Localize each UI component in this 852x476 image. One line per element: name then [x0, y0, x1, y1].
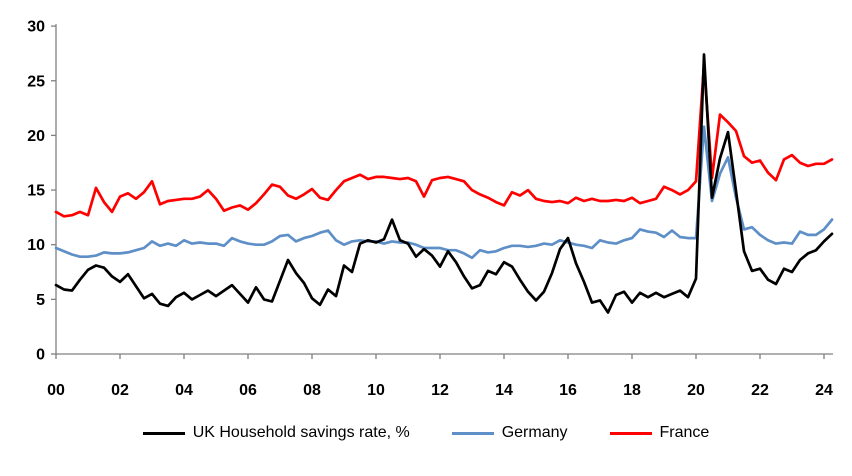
- x-tick-label: 22: [751, 382, 769, 399]
- line-uk-household-savings-rate: [54, 53, 834, 314]
- x-tick-label: 14: [495, 382, 513, 399]
- x-tick-label: 00: [47, 382, 65, 399]
- y-tick-label: 0: [36, 347, 45, 364]
- line-germany: [54, 125, 834, 260]
- y-tick-label: 25: [27, 73, 45, 90]
- legend-item-germany: Germany: [451, 424, 568, 442]
- x-tick-label: 02: [111, 382, 129, 399]
- uk-legend-label: UK Household savings rate, %: [192, 424, 410, 441]
- savings-rate-line-chart: 0 5 10 15 20 25 30 00 02 04 06 08 10 12 14 16 18 20 22 24: [27, 19, 834, 399]
- x-tick-label: 18: [623, 382, 641, 399]
- x-tick-label: 04: [175, 382, 193, 399]
- x-tick-label: 16: [559, 382, 577, 399]
- x-tick-label: 10: [367, 382, 385, 399]
- x-tick-label: 06: [239, 382, 257, 399]
- germany-line-swatch: [451, 431, 494, 435]
- x-tick-label: 24: [815, 382, 833, 399]
- germany-legend-label: Germany: [501, 424, 568, 441]
- legend-item-france: France: [609, 424, 710, 442]
- y-tick-label: 30: [27, 19, 45, 36]
- x-tick-label: 20: [687, 382, 705, 399]
- y-tick-label: 5: [36, 292, 45, 309]
- legend: UK Household savings rate, % Germany Fra…: [0, 424, 852, 442]
- x-tick-label: 08: [303, 382, 321, 399]
- uk-line-swatch: [142, 431, 185, 435]
- legend-item-uk: UK Household savings rate, %: [142, 424, 410, 442]
- france-line-swatch: [609, 431, 652, 435]
- y-tick-label: 10: [27, 237, 45, 254]
- y-tick-label: 15: [27, 183, 45, 200]
- france-legend-label: France: [659, 424, 710, 441]
- x-tick-label: 12: [431, 382, 449, 399]
- y-tick-label: 20: [27, 128, 45, 145]
